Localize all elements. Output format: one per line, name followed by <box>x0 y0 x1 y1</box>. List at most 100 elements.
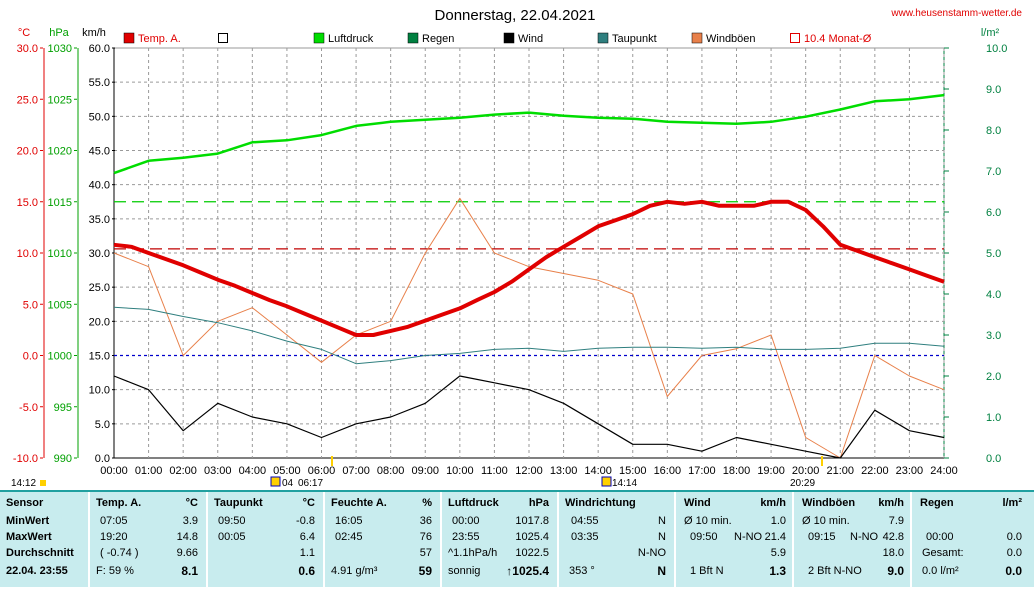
speed-tick-label: 30.0 <box>89 248 110 260</box>
rain-total-value: 0.0 <box>1006 547 1022 559</box>
sensor-head: Sensor <box>6 497 44 509</box>
speed-tick-label: 45.0 <box>89 146 110 158</box>
time-tick-label: 11:00 <box>481 465 508 477</box>
humidity-min-value: 36 <box>419 515 432 527</box>
pressure-column: Luftdruck hPa 00:00 1017.8 23:55 1025.4 ^1.… <box>442 492 559 589</box>
temp-max-value: 14.8 <box>176 531 198 543</box>
temp-head: Temp. A. <box>96 497 142 509</box>
dew-min-value: -0.8 <box>296 515 315 527</box>
speed-tick-label: 60.0 <box>89 43 110 55</box>
temp-tick-label: 15.0 <box>17 197 38 209</box>
pressure-unit-label: hPa <box>49 27 69 39</box>
dew-unit: °C <box>302 497 315 509</box>
time-mark-sun-b: 14:14 <box>612 478 637 489</box>
speed-tick-label: 55.0 <box>89 77 110 89</box>
gust-beaufort: 2 Bft N-NO <box>808 565 862 577</box>
temp-humidity-note: F: 59 % <box>96 565 134 577</box>
speed-tick-label: 25.0 <box>89 282 110 294</box>
max-label: MaxWert <box>6 531 52 543</box>
rain-current-value: 0.0 <box>1005 564 1022 578</box>
temp-tick-label: 5.0 <box>23 299 38 311</box>
time-tick-label: 21:00 <box>826 465 854 477</box>
pressure-tick-label: 1025 <box>48 94 72 106</box>
legend-swatch <box>503 32 515 44</box>
temp-tick-label: 10.0 <box>17 248 38 260</box>
time-tick-label: 20:00 <box>792 465 820 477</box>
dew-max-value: 6.4 <box>299 531 315 543</box>
pressure-avg-value: 1022.5 <box>515 547 549 559</box>
pressure-tick-label: 1015 <box>48 197 72 209</box>
time-tick-label: 01:00 <box>135 465 163 477</box>
time-mark-sunset: 20:29 <box>790 478 815 489</box>
temp-avg-value: 9.66 <box>176 547 198 559</box>
humidity-max-time: 02:45 <box>335 531 363 543</box>
time-tick-label: 16:00 <box>654 465 682 477</box>
pressure-head: Luftdruck <box>448 497 499 509</box>
rain-tick-label: 2.0 <box>986 371 1001 383</box>
time-tick-label: 15:00 <box>619 465 647 477</box>
humidity-max-value: 76 <box>419 531 432 543</box>
legend-label: Temp. A. <box>138 33 181 45</box>
legend-label: Windböen <box>706 33 756 45</box>
gust-max-direction: N-NO <box>850 531 879 543</box>
wind-unit: km/h <box>760 497 786 509</box>
speed-tick-label: 0.0 <box>95 453 110 465</box>
rain-tick-label: 1.0 <box>986 412 1001 424</box>
humidity-avg-value: 57 <box>419 547 432 559</box>
legend-swatch-outline <box>790 33 800 43</box>
time-tick-label: 23:00 <box>896 465 924 477</box>
wind-current-value: 1.3 <box>769 564 786 578</box>
humidity-absolute: 4.91 g/m³ <box>331 565 378 577</box>
rain-tick-label: 5.0 <box>986 248 1001 260</box>
gust-current-value: 9.0 <box>887 564 904 578</box>
time-mark-sunrise: 06:17 <box>298 478 323 489</box>
gust-max-value: 42.8 <box>882 531 904 543</box>
rain-unit-label: l/m² <box>981 27 1000 39</box>
time-tick-label: 24:00 <box>930 465 958 477</box>
sensor-column: Sensor MinWert MaxWert Durchschnitt 22.0… <box>0 492 90 589</box>
chart-title: Donnerstag, 22.04.2021 <box>435 7 596 24</box>
pressure-tick-label: 1010 <box>48 248 72 260</box>
temp-min-value: 3.9 <box>182 515 198 527</box>
gust-column: Windböen km/h Ø 10 min. 7.9 09:15 N-NO 42.8 … <box>794 492 912 589</box>
rain-head: Regen <box>920 497 954 509</box>
rain-column: Regen l/m² 00:00 0.0 Gesamt: 0.0 0.0 l/m² 0.… <box>912 492 1034 589</box>
pressure-tick-label: 990 <box>54 453 72 465</box>
pressure-min-time: 00:00 <box>452 515 480 527</box>
rain-tick-label: 4.0 <box>986 289 1001 301</box>
humidity-current-value: 59 <box>418 564 432 578</box>
dew-min-time: 09:50 <box>218 515 246 527</box>
rain-max-value: 0.0 <box>1006 531 1022 543</box>
rain-tick-label: 10.0 <box>986 43 1007 55</box>
series-line-wind <box>113 375 945 459</box>
legend-swatch-outline <box>218 33 228 43</box>
legend-label: Luftdruck <box>328 33 374 45</box>
temp-unit-label: °C <box>18 27 30 39</box>
dew-avg-value: 1.1 <box>299 547 315 559</box>
dew-current-value: 0.6 <box>298 564 315 578</box>
temp-min-time: 07:05 <box>100 515 128 527</box>
direction-max-value: N <box>658 531 666 543</box>
rain-unit: l/m² <box>1002 497 1022 509</box>
website-link[interactable]: www.heusenstamm-wetter.de <box>890 8 1022 19</box>
wind-min-value: 1.0 <box>770 515 786 527</box>
temp-tick-label: 30.0 <box>17 43 38 55</box>
gust-max-time: 09:15 <box>808 531 836 543</box>
time-tick-label: 02:00 <box>169 465 197 477</box>
pressure-tick-label: 995 <box>54 402 72 414</box>
legend-swatch <box>597 32 609 44</box>
direction-min-time: 04:55 <box>571 515 599 527</box>
direction-column: Windrichtung 04:55 N 03:35 N N-NO 353 ° N <box>559 492 676 589</box>
temp-max-time: 19:20 <box>100 531 128 543</box>
pressure-max-time: 23:55 <box>452 531 480 543</box>
chart-legend: Temp. A. Luftdruck Regen Wind Taupunkt Windbö… <box>123 32 872 45</box>
weather-chart: Donnerstag, 22.04.2021 www.heusenstamm-w… <box>11 7 1022 489</box>
rain-tick-label: 9.0 <box>986 84 1001 96</box>
time-tick-label: 12:00 <box>515 465 543 477</box>
wind-avg-value: 5.9 <box>770 547 786 559</box>
temp-tick-label: 25.0 <box>17 94 38 106</box>
gust-head: Windböen <box>802 497 856 509</box>
time-tick-label: 04:00 <box>239 465 267 477</box>
direction-current-value: N <box>657 564 666 578</box>
current-date: 22.04. 23:55 <box>6 565 68 577</box>
